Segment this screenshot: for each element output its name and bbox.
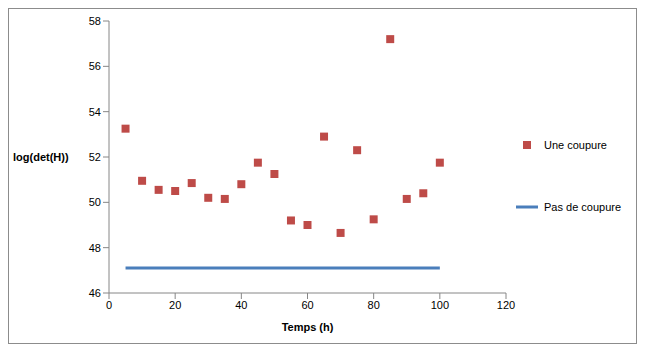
svg-text:40: 40: [235, 299, 247, 311]
svg-text:52: 52: [89, 151, 101, 163]
svg-text:58: 58: [89, 15, 101, 27]
svg-text:46: 46: [89, 287, 101, 299]
svg-text:80: 80: [368, 299, 380, 311]
svg-text:54: 54: [89, 106, 101, 118]
svg-text:20: 20: [169, 299, 181, 311]
svg-text:48: 48: [89, 242, 101, 254]
html-text:Pas de coupure: Pas de coupure: [544, 201, 622, 213]
svg-text:log(det(H)): log(det(H)): [13, 151, 69, 163]
svg-text:100: 100: [431, 299, 449, 311]
html-text:Une coupure: Une coupure: [544, 139, 607, 151]
svg-text:0: 0: [106, 299, 112, 311]
svg-text:Temps (h): Temps (h): [282, 321, 334, 333]
svg-text:50: 50: [89, 196, 101, 208]
svg-text:60: 60: [301, 299, 313, 311]
svg-text:56: 56: [89, 60, 101, 72]
svg-text:120: 120: [497, 299, 515, 311]
